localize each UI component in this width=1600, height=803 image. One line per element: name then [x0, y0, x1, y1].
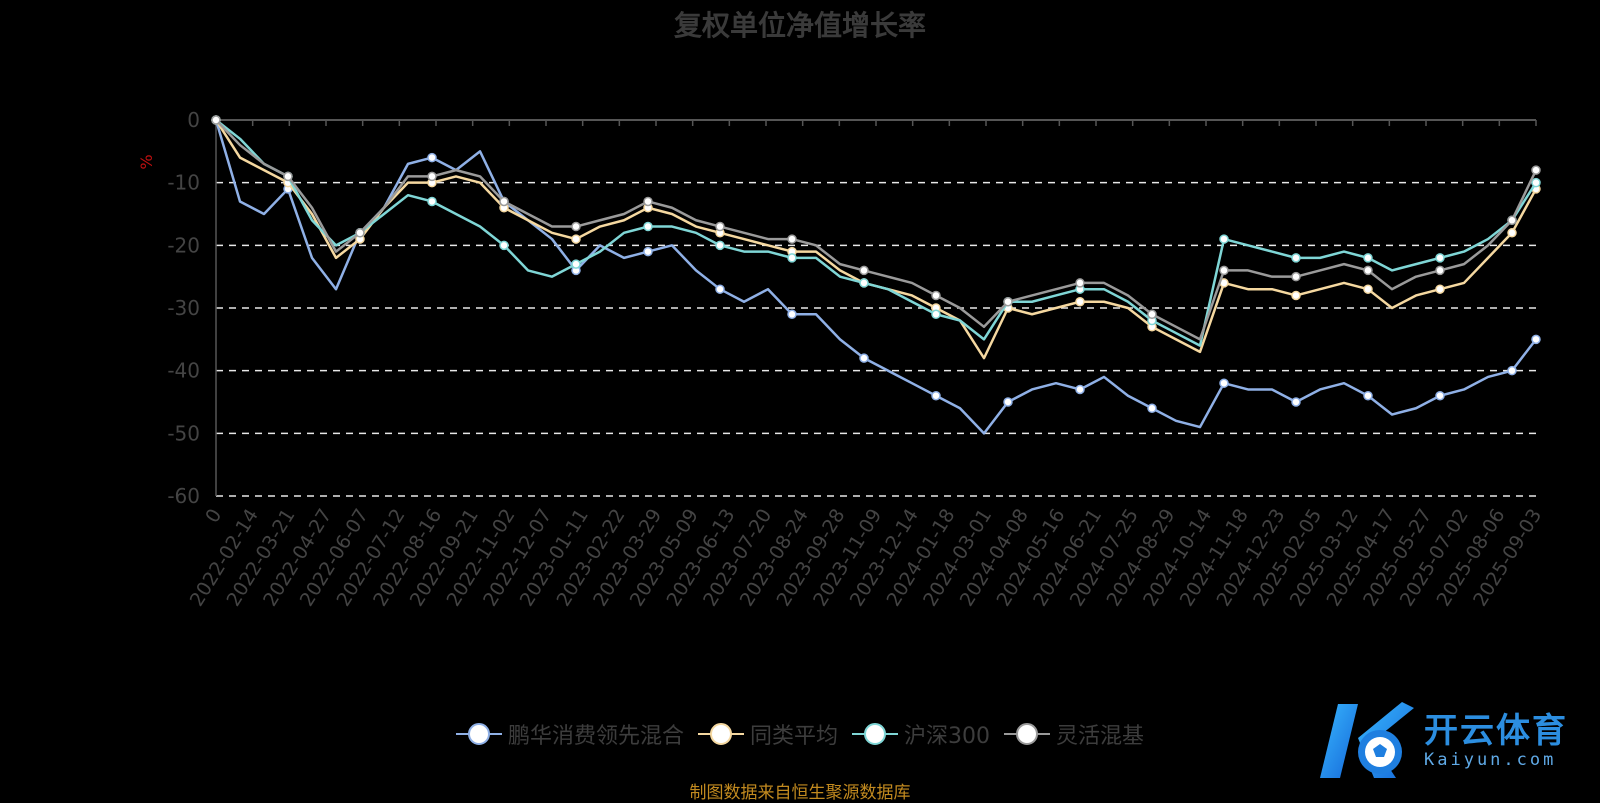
y-tick-label: 0 [187, 108, 200, 132]
legend-marker [709, 723, 732, 745]
data-point [571, 234, 581, 244]
data-point [1003, 397, 1013, 407]
legend-marker [864, 723, 886, 745]
data-point [787, 234, 797, 244]
legend-label: 沪深300 [904, 724, 990, 749]
data-point [1291, 290, 1301, 301]
legend-swatch [852, 722, 898, 746]
data-point [211, 115, 221, 125]
series-line [214, 119, 1537, 435]
legend: 鹏华消费领先混合 同类平均 沪深300 灵活混基 [0, 718, 1600, 750]
data-point [1435, 253, 1445, 263]
watermark: 开云体育 Kaiyun.com [1310, 698, 1568, 784]
data-point [643, 246, 653, 257]
series-line [214, 119, 1538, 360]
data-point [715, 240, 725, 251]
data-point [1435, 284, 1445, 294]
legend-label: 鹏华消费领先混合 [507, 724, 684, 749]
data-point [355, 228, 365, 238]
data-point [1075, 278, 1085, 288]
x-tick-label: 0 [201, 505, 226, 527]
data-point [1531, 165, 1541, 175]
legend-marker [1016, 723, 1038, 745]
data-point [1363, 390, 1373, 401]
data-point [931, 390, 941, 401]
data-point [787, 253, 797, 263]
data-point [499, 196, 509, 207]
data-point [1531, 177, 1541, 188]
data-point [499, 240, 509, 251]
y-tick-label: -40 [167, 359, 200, 383]
y-tick-label: -20 [167, 233, 200, 257]
data-point [1363, 253, 1373, 263]
watermark-text: 开云体育 Kaiyun.com [1424, 712, 1568, 770]
series-layer [211, 115, 1541, 435]
legend-label: 同类平均 [749, 724, 838, 749]
data-point [859, 265, 869, 276]
data-point [1435, 265, 1445, 276]
data-point [931, 290, 941, 301]
data-point [1219, 234, 1229, 244]
legend-swatch [1004, 722, 1050, 746]
legend-swatch [455, 722, 502, 746]
data-point [1291, 397, 1301, 407]
y-tick-label: -30 [167, 296, 200, 320]
data-point [931, 309, 941, 320]
legend-label: 灵活混基 [1056, 724, 1145, 749]
data-point [571, 259, 581, 269]
source-note: 制图数据来自恒生聚源数据库 [689, 783, 911, 803]
kaiyun-logo-icon [1320, 702, 1414, 778]
legend-swatch [697, 722, 744, 746]
data-point [1075, 384, 1085, 395]
data-point [1507, 365, 1517, 376]
data-point [715, 284, 725, 294]
legend-marker [467, 723, 490, 745]
data-point [859, 353, 869, 363]
data-point [1291, 253, 1301, 263]
y-tick-label: -50 [167, 421, 200, 445]
data-point [1291, 271, 1301, 282]
grid-layer [216, 181, 1536, 497]
legend-item[interactable]: 同类平均 [697, 718, 838, 750]
data-point [1219, 378, 1229, 388]
data-point [427, 171, 437, 182]
data-point [571, 221, 581, 232]
y-axis-label: % [137, 154, 156, 169]
data-point [787, 309, 797, 320]
y-tick-label: -10 [167, 171, 200, 195]
watermark-en: Kaiyun.com [1424, 750, 1557, 770]
data-point [1363, 265, 1373, 276]
data-point [1363, 284, 1373, 294]
data-point [427, 152, 437, 163]
data-point [427, 196, 437, 207]
legend-item[interactable]: 灵活混基 [1004, 718, 1144, 750]
data-point [1219, 265, 1229, 276]
data-point [1507, 228, 1517, 238]
data-point [715, 221, 725, 232]
data-point [643, 196, 653, 207]
chart-title: 复权单位净值增长率 [673, 9, 926, 42]
data-point [1507, 215, 1517, 226]
data-point [1075, 296, 1085, 307]
data-point [1435, 390, 1445, 401]
series-line [215, 119, 1538, 347]
data-point [1003, 296, 1013, 307]
watermark-cn: 开云体育 [1424, 711, 1568, 751]
y-tick-label: -60 [167, 484, 200, 508]
data-point [1147, 403, 1157, 414]
legend-item[interactable]: 鹏华消费领先混合 [455, 718, 684, 750]
data-point [1147, 309, 1157, 320]
data-point [283, 171, 293, 182]
data-point [859, 278, 869, 288]
data-point [643, 221, 653, 232]
data-point [1531, 334, 1541, 345]
series-line [215, 119, 1538, 341]
legend-item[interactable]: 沪深300 [852, 718, 990, 750]
